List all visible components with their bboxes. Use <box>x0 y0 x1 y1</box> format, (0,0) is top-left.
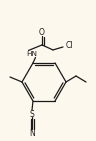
Text: S: S <box>30 110 34 119</box>
Text: O: O <box>39 28 45 37</box>
Text: N: N <box>29 129 35 138</box>
Text: Cl: Cl <box>66 41 74 50</box>
Text: HN: HN <box>26 51 38 57</box>
